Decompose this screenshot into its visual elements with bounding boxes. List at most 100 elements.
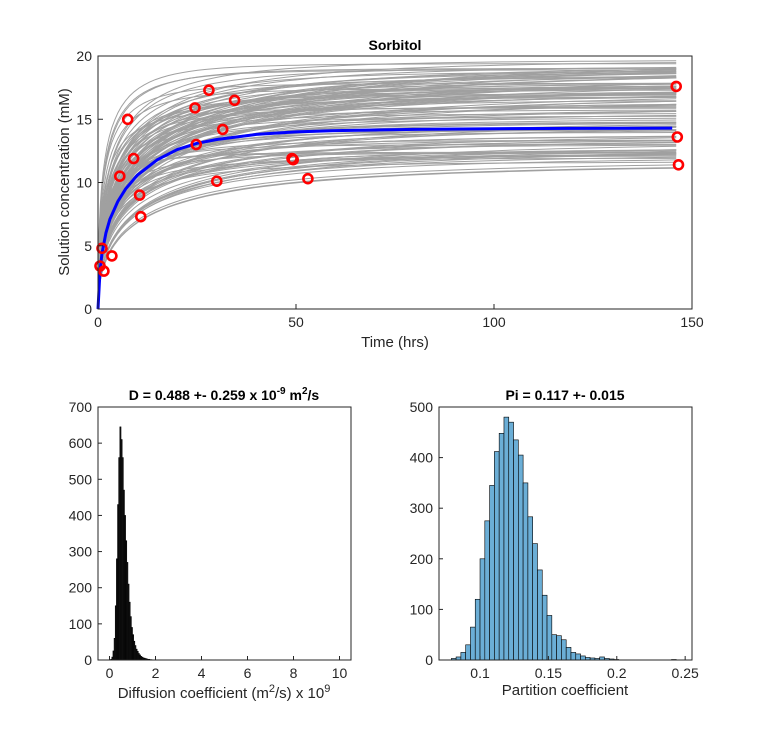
y-tick-label: 600: [69, 435, 93, 451]
data-point: [203, 84, 215, 96]
diffusion-histogram: 0 2 4 6 8 10 0 100 200 300 400 500 600 700 D = 0.488…: [69, 386, 352, 702]
simulated-curve: [97, 67, 677, 310]
x-tick-label: 0: [94, 314, 102, 330]
histogram-bar: [465, 644, 471, 661]
histogram-bar: [460, 652, 466, 661]
data-point: [114, 170, 126, 182]
x-tick-label: 8: [290, 665, 298, 681]
title-unit: m: [286, 387, 302, 403]
simulated-curve: [97, 149, 677, 310]
histogram-bar: [532, 543, 538, 661]
data-point: [106, 250, 118, 262]
data-point: [672, 159, 685, 171]
x-tick-label: 50: [288, 314, 304, 330]
simulated-curve: [97, 140, 677, 310]
data-point: [189, 102, 201, 114]
chart-title: D = 0.488 +- 0.259 x 10-9 m2/s: [129, 386, 320, 403]
simulated-curve: [97, 63, 677, 310]
x-tick-label: 0.1: [470, 665, 490, 681]
y-tick-label: 15: [76, 111, 92, 127]
y-tick-label: 0: [84, 301, 92, 317]
xlabel-exponent: 9: [324, 683, 330, 695]
histogram-bar: [513, 439, 519, 661]
data-point: [135, 210, 147, 223]
histogram-bar: [551, 634, 557, 661]
x-tick-label: 150: [680, 314, 704, 330]
y-tick-label: 0: [425, 652, 433, 668]
x-tick-label: 0.25: [672, 665, 699, 681]
histogram-bar: [575, 653, 581, 661]
histogram-bar: [527, 516, 533, 661]
data-point: [133, 189, 146, 201]
histogram-bar: [503, 416, 510, 661]
fit-curve-group: [96, 126, 673, 310]
y-tick-label: 400: [69, 507, 93, 523]
data-point: [670, 80, 683, 93]
histogram-bar: [484, 520, 490, 661]
histogram-bar: [508, 421, 514, 661]
x-tick-label: 2: [152, 665, 160, 681]
y-tick-label: 200: [410, 551, 434, 567]
histogram-bar: [570, 652, 577, 661]
x-tick-label: 6: [244, 665, 252, 681]
data-point: [302, 172, 314, 185]
data-point: [211, 175, 223, 187]
x-axis-ticks: 0 50 100 150: [94, 304, 704, 330]
histogram-bar: [565, 647, 572, 661]
y-axis-ticks: 0 100 200 300 400 500 600 700: [69, 399, 102, 668]
y-tick-label: 500: [410, 399, 434, 415]
x-tick-label: 0.2: [607, 665, 627, 681]
data-point: [121, 113, 134, 126]
data-point: [216, 123, 229, 136]
simulated-curve: [97, 142, 677, 310]
y-tick-label: 10: [76, 175, 92, 191]
data-point: [190, 138, 202, 151]
y-tick-label: 100: [69, 616, 93, 632]
data-point: [228, 94, 241, 107]
simulated-curve: [97, 62, 677, 310]
y-tick-label: 700: [69, 399, 93, 415]
data-point: [98, 265, 110, 277]
data-point: [287, 153, 300, 166]
simulated-curve: [97, 152, 677, 310]
x-tick-label: 0.15: [535, 665, 562, 681]
y-axis-label: Solution concentration (mM): [56, 88, 73, 276]
simulated-curve: [97, 104, 677, 310]
y-axis-ticks: 0 100 200 300 400 500: [410, 399, 443, 668]
y-tick-label: 200: [69, 580, 93, 596]
histogram-bar: [522, 482, 529, 661]
x-axis-label: Diffusion coefficient (m2/s) x 109: [118, 683, 331, 702]
data-point: [671, 131, 684, 143]
y-axis-ticks: 0 5 10 15 20: [76, 48, 103, 317]
y-tick-label: 400: [410, 450, 434, 466]
histogram-bar: [561, 639, 567, 661]
title-exponent: -9: [277, 386, 286, 397]
y-tick-label: 0: [84, 652, 92, 668]
plot-frame: [438, 406, 693, 661]
x-axis-ticks: 0.1 0.15 0.2 0.25: [470, 656, 699, 681]
x-axis-label: Time (hrs): [361, 334, 429, 351]
plot-area: [98, 407, 351, 660]
y-tick-label: 300: [69, 544, 93, 560]
histogram-bar: [518, 454, 524, 661]
x-tick-label: 0: [106, 665, 114, 681]
y-tick-label: 500: [69, 471, 93, 487]
histogram-bar: [470, 626, 476, 661]
measured-points: [94, 80, 685, 277]
xlabel-mid: /s) x 10: [275, 685, 324, 702]
histogram-bar: [489, 485, 495, 661]
title-main: D = 0.488 +- 0.259 x 10: [129, 387, 277, 403]
histogram-bar: [474, 598, 481, 661]
chart-title: Sorbitol: [369, 37, 422, 53]
histogram-bar: [498, 433, 505, 661]
y-tick-label: 20: [76, 48, 92, 64]
xlabel-superscript: 2: [269, 683, 275, 695]
fit-curve: [96, 126, 673, 310]
x-axis-label: Partition coefficient: [502, 682, 629, 699]
x-tick-label: 100: [482, 314, 506, 330]
histogram-bar: [556, 635, 562, 661]
x-tick-label: 4: [198, 665, 206, 681]
simulated-curve: [97, 93, 677, 310]
